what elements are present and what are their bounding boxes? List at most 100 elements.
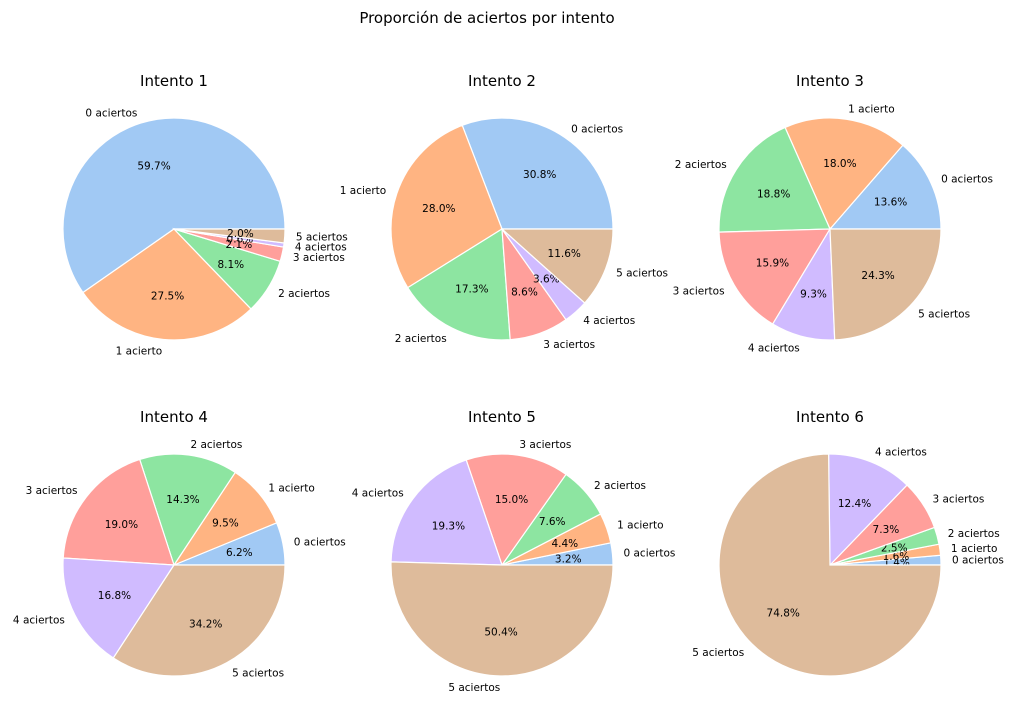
pie-title: Intento 5 (468, 408, 536, 426)
pie-slice (828, 144, 942, 230)
pie-intento-3: Intento 3 0 aciertos 13.6% 1 acierto 18.0% 2 … (673, 72, 993, 354)
slice-label: 0 aciertos (571, 123, 623, 135)
slice-percent: 16.8% (98, 590, 131, 602)
slice-label: 5 aciertos (448, 682, 500, 694)
slice-percent: 28.0% (422, 203, 455, 215)
pie-slice (173, 228, 286, 244)
slice-percent: 59.7% (137, 160, 170, 172)
slice-percent: 19.0% (105, 519, 138, 531)
pie-slice (784, 117, 904, 231)
slice-percent: 8.6% (511, 287, 538, 299)
pie-title: Intento 6 (796, 408, 864, 426)
pie-slice (500, 228, 614, 304)
slice-label: 4 aciertos (13, 615, 65, 627)
slice-label: 4 aciertos (295, 242, 347, 254)
pie-intento-1: Intento 1 0 aciertos 59.7% 1 acierto 27.5% 2 … (62, 72, 348, 358)
slice-label: 4 aciertos (748, 342, 800, 354)
pie-slice (465, 453, 567, 567)
slice-label: 3 aciertos (293, 252, 345, 264)
pie-title: Intento 3 (796, 72, 864, 90)
slice-label: 1 acierto (848, 103, 894, 115)
pie-slice (718, 126, 831, 233)
pie-slice (62, 557, 176, 659)
slice-percent: 3.6% (533, 274, 560, 286)
slice-label: 5 aciertos (296, 232, 348, 244)
slice-label: 1 acierto (340, 185, 386, 197)
pie-slice (406, 227, 511, 341)
slice-percent: 50.4% (484, 627, 517, 639)
slice-label: 0 aciertos (941, 173, 993, 185)
slice-percent: 15.9% (756, 258, 789, 270)
slice-label: 5 aciertos (692, 647, 744, 659)
slice-label: 3 aciertos (673, 286, 725, 298)
slice-label: 1 acierto (116, 346, 162, 358)
slice-percent: 3.2% (555, 553, 582, 565)
slice-label: 5 aciertos (918, 308, 970, 320)
pie-slice (138, 453, 237, 567)
slice-percent: 18.0% (823, 158, 856, 170)
pie-intento-2: Intento 2 0 aciertos 30.8% 1 acierto 28.0% 2 … (340, 72, 668, 351)
slice-percent: 2.1% (226, 239, 253, 251)
slice-percent: 24.3% (861, 270, 894, 282)
slice-percent: 7.3% (873, 524, 900, 536)
pie-title: Intento 1 (140, 72, 208, 90)
slice-percent: 4.4% (551, 538, 578, 550)
slice-label: 5 aciertos (232, 667, 284, 679)
slice-label: 4 aciertos (583, 315, 635, 327)
slice-label: 2 aciertos (278, 288, 330, 300)
slice-label: 0 aciertos (294, 536, 346, 548)
pie-slice (390, 561, 614, 677)
slice-percent: 18.8% (757, 188, 790, 200)
slice-label: 5 aciertos (616, 268, 668, 280)
slice-label: 2 aciertos (594, 480, 646, 492)
slice-label: 3 aciertos (543, 339, 595, 351)
pie-slice (390, 459, 503, 566)
pie-slice (829, 228, 942, 341)
slice-label: 2 aciertos (675, 159, 727, 171)
slice-label: 0 aciertos (85, 108, 137, 120)
slice-percent: 27.5% (151, 290, 184, 302)
pie-slice (461, 117, 614, 230)
pie-title: Intento 4 (140, 408, 208, 426)
slice-label: 2 aciertos (190, 439, 242, 451)
slice-percent: 19.3% (432, 520, 465, 532)
figure-title: Proporción de aciertos por intento (359, 9, 614, 27)
pie-slice (390, 124, 503, 289)
slice-percent: 9.5% (212, 518, 239, 530)
pie-slice (827, 453, 908, 567)
slice-percent: 8.1% (217, 259, 244, 271)
slice-label: 1 acierto (268, 482, 314, 494)
slice-label: 0 aciertos (623, 548, 675, 560)
slice-percent: 13.6% (874, 196, 907, 208)
slice-percent: 34.2% (189, 619, 222, 631)
slice-label: 4 aciertos (875, 446, 927, 458)
pie-slice (718, 228, 832, 325)
pie-slice (718, 453, 942, 677)
pie-intento-5: Intento 5 0 aciertos 3.2% 1 acierto 4.4% 2 ac… (352, 408, 676, 694)
pie-charts: Intento 1 0 aciertos 59.7% 1 acierto 27.5% 2 … (13, 72, 1004, 694)
slice-percent: 7.6% (539, 516, 566, 528)
slice-label: 2 aciertos (395, 333, 447, 345)
slice-percent: 11.6% (548, 248, 581, 260)
slice-label: 3 aciertos (26, 485, 78, 497)
slice-percent: 74.8% (767, 607, 800, 619)
slice-label: 2 aciertos (948, 528, 1000, 540)
pie-slice (62, 117, 286, 294)
slice-percent: 30.8% (523, 169, 556, 181)
pie-slice (62, 458, 175, 566)
slice-label: 3 aciertos (519, 439, 571, 451)
pie-title: Intento 2 (468, 72, 536, 90)
slice-percent: 2.5% (881, 542, 908, 554)
pie-slice (82, 228, 252, 341)
slice-label: 1 acierto (951, 543, 997, 555)
slice-label: 3 aciertos (932, 494, 984, 506)
slice-percent: 14.3% (166, 494, 199, 506)
slice-percent: 15.0% (495, 494, 528, 506)
slice-percent: 9.3% (800, 289, 827, 301)
slice-percent: 6.2% (226, 547, 253, 559)
slice-percent: 2.0% (227, 228, 254, 240)
pie-intento-4: Intento 4 0 aciertos 6.2% 1 acierto 9.5% 2 ac… (13, 408, 346, 679)
